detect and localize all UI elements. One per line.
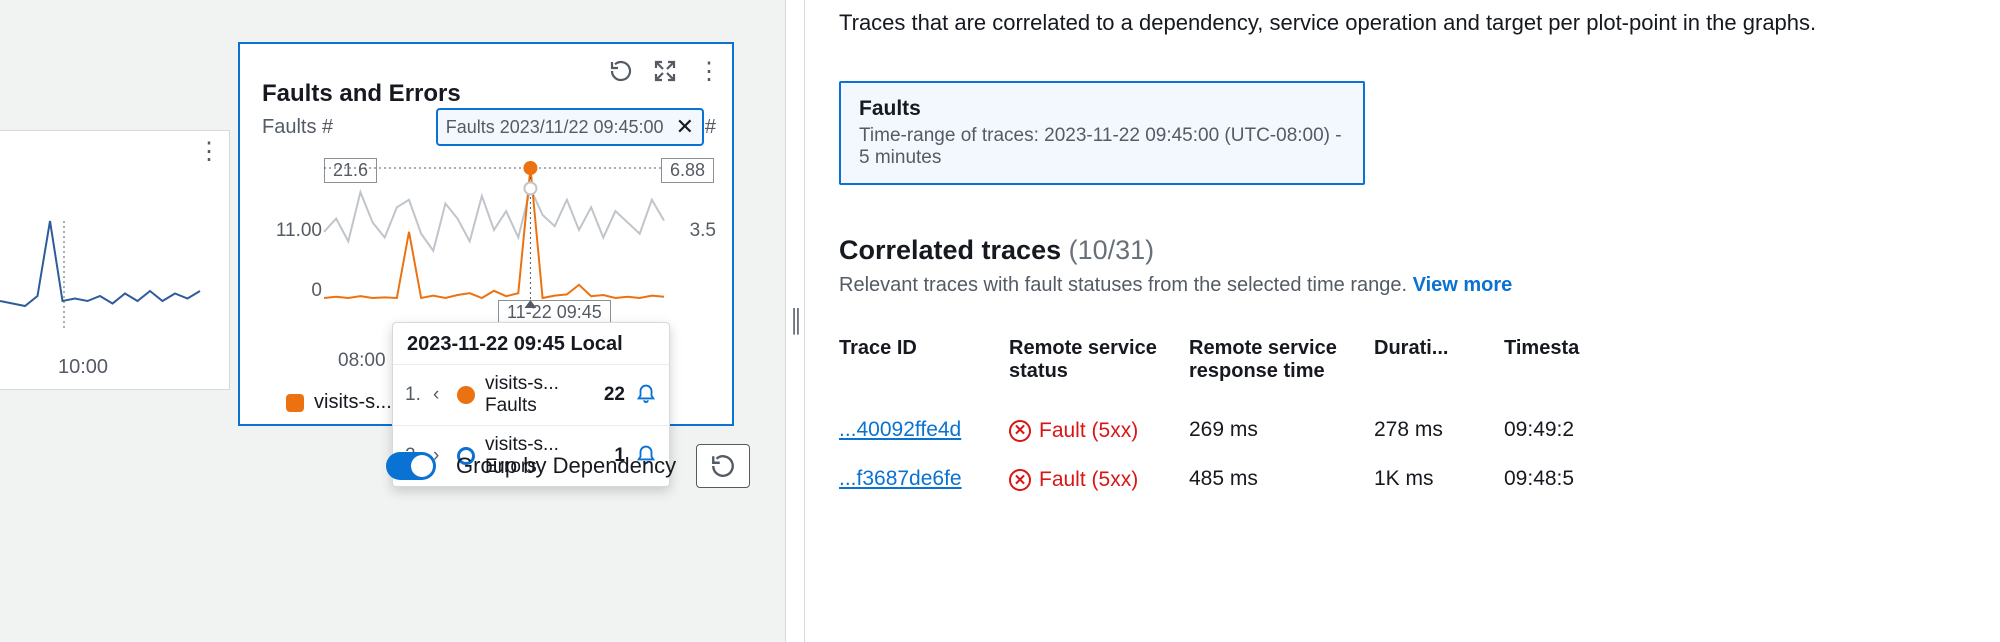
traces-table: Trace IDRemote service statusRemote serv… xyxy=(839,327,1974,504)
duration: 278 ms xyxy=(1374,405,1504,455)
timestamp: 09:49:2 xyxy=(1504,405,1974,455)
below-card-controls: Group by Dependency xyxy=(386,444,750,488)
section-subtitle: Relevant traces with fault statuses from… xyxy=(839,274,1974,297)
info-box-sub: Time-range of traces: 2023-11-22 09:45:0… xyxy=(859,125,1345,169)
tooltip-value: 22 xyxy=(604,384,625,406)
table-header[interactable]: Durati... xyxy=(1374,327,1504,405)
trace-id-link[interactable]: ...f3687de6fe xyxy=(839,467,962,490)
tooltip-row[interactable]: 1. ‹ visits-s... Faults 22 xyxy=(393,364,669,425)
legend-swatch xyxy=(286,394,304,412)
y-axis-right-title: # xyxy=(705,116,716,139)
timestamp: 09:48:5 xyxy=(1504,455,1974,505)
y-axis-left-title: Faults # xyxy=(262,116,333,139)
expand-icon[interactable] xyxy=(652,58,678,84)
duration: 1K ms xyxy=(1374,455,1504,505)
section-title-text: Correlated traces xyxy=(839,235,1061,265)
trace-id-link[interactable]: ...40092ffe4d xyxy=(839,418,961,441)
chevron-icon: ‹ xyxy=(433,384,447,406)
grip-icon: ║ xyxy=(788,308,802,334)
tooltip-series-name: visits-s... Faults xyxy=(485,373,594,417)
description-text: Traces that are correlated to a dependen… xyxy=(839,6,1974,39)
tooltip-idx: 1. xyxy=(405,384,423,406)
refresh-icon[interactable] xyxy=(608,58,634,84)
table-header[interactable]: Timesta xyxy=(1504,327,1974,405)
table-row: ...f3687de6fe ✕Fault (5xx) 485 ms 1K ms … xyxy=(839,455,1974,505)
right-pane: Traces that are correlated to a dependen… xyxy=(805,0,2000,642)
view-more-link[interactable]: View more xyxy=(1413,274,1513,296)
info-box-heading: Faults xyxy=(859,97,1345,121)
mini-chart-card: ⋮ 10:00 xyxy=(0,130,230,390)
left-pane: ⋮ 10:00 ⋮ Faults and Errors Faults # # xyxy=(0,0,785,642)
y-left-mid: 11.00 xyxy=(268,220,322,242)
toggle-label: Group by Dependency xyxy=(456,453,676,479)
mini-chart-plot xyxy=(0,221,200,341)
close-icon[interactable]: ✕ xyxy=(676,114,694,140)
section-title: Correlated traces (10/31) xyxy=(839,235,1974,266)
more-icon[interactable]: ⋮ xyxy=(696,58,722,84)
chip-text: Faults 2023/11/22 09:45:00 xyxy=(446,117,664,138)
table-header[interactable]: Remote service status xyxy=(1009,327,1189,405)
y-right-max-box: 6.88 xyxy=(661,158,714,183)
tooltip-title: 2023-11-22 09:45 Local xyxy=(393,323,669,364)
bell-icon[interactable] xyxy=(635,381,657,409)
refresh-button[interactable] xyxy=(696,444,750,488)
response-time: 269 ms xyxy=(1189,405,1374,455)
selected-time-chip: Faults 2023/11/22 09:45:00 ✕ xyxy=(436,108,704,146)
fault-icon: ✕ xyxy=(1009,469,1031,491)
chart-plot xyxy=(324,162,664,322)
fault-icon: ✕ xyxy=(1009,420,1031,442)
section-sub-text: Relevant traces with fault statuses from… xyxy=(839,274,1407,296)
card-title: Faults and Errors xyxy=(262,80,461,108)
y-left-zero: 0 xyxy=(268,280,322,302)
status-badge: ✕Fault (5xx) xyxy=(1009,419,1138,443)
mini-chart-xtick: 10:00 xyxy=(58,356,108,379)
group-by-dependency-toggle[interactable] xyxy=(386,452,436,480)
table-row: ...40092ffe4d ✕Fault (5xx) 269 ms 278 ms… xyxy=(839,405,1974,455)
more-icon[interactable]: ⋮ xyxy=(197,137,221,166)
section-count: (10/31) xyxy=(1069,235,1155,265)
pane-splitter[interactable]: ║ xyxy=(785,0,805,642)
y-right-mid: 3.5 xyxy=(690,220,716,242)
status-badge: ✕Fault (5xx) xyxy=(1009,468,1138,492)
table-header[interactable]: Remote service response time xyxy=(1189,327,1374,405)
faults-info-box: Faults Time-range of traces: 2023-11-22 … xyxy=(839,81,1365,185)
xtick-0: 08:00 xyxy=(338,350,386,372)
table-header[interactable]: Trace ID xyxy=(839,327,1009,405)
response-time: 485 ms xyxy=(1189,455,1374,505)
